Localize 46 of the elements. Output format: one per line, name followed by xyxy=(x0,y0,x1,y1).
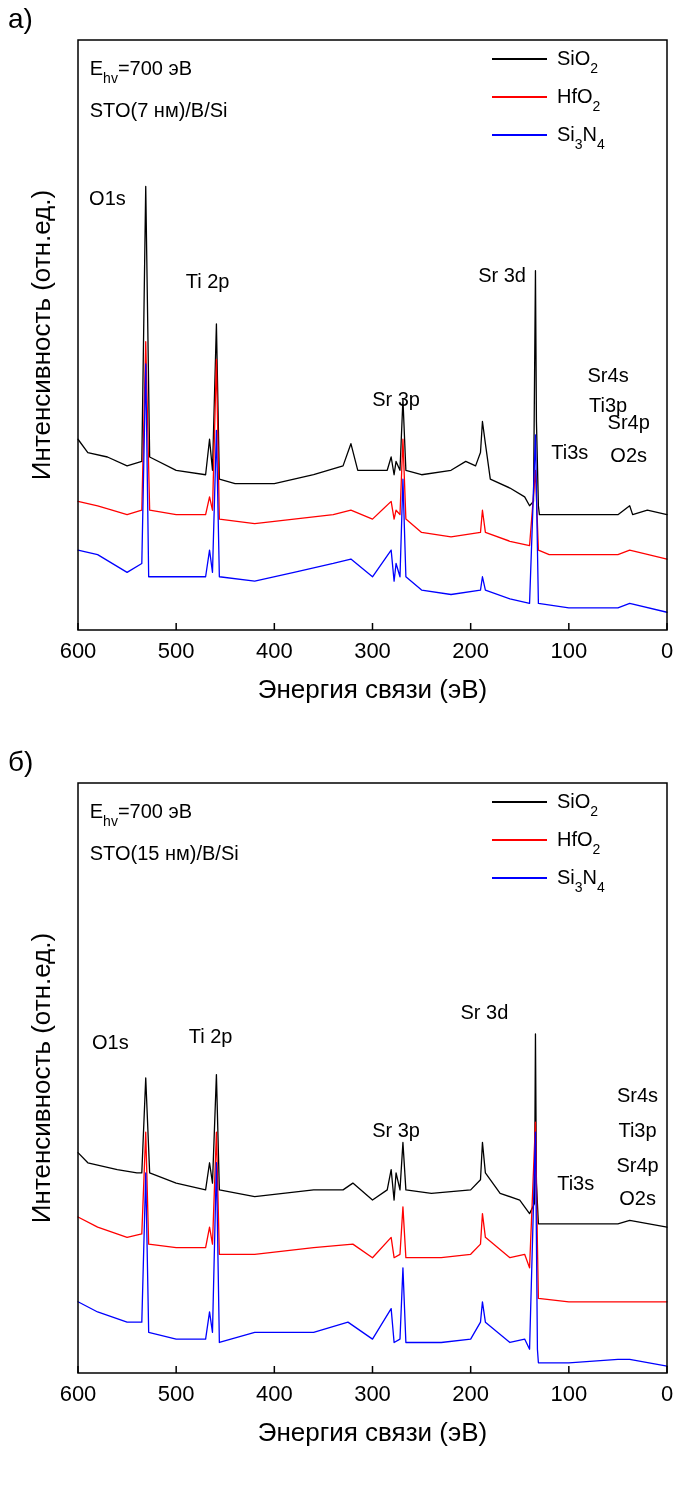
x-axis-title: Энергия связи (эВ) xyxy=(257,1417,488,1447)
legend-label: SiO$_{2}$ xyxy=(557,47,599,76)
x-tick-label: 500 xyxy=(157,638,195,663)
chart-title: б) xyxy=(8,746,34,777)
x-tick-label: 100 xyxy=(550,638,588,663)
annotation: Ti3s xyxy=(557,1172,595,1195)
annotation: O2s xyxy=(619,1186,656,1209)
legend-label: HfO$_{2}$ xyxy=(557,85,601,114)
y-axis-title: Интенсивность (отн.ед.) xyxy=(26,932,56,1224)
legend-label: SiO$_{2}$ xyxy=(557,790,599,819)
x-axis-title: Энергия связи (эВ) xyxy=(257,674,488,704)
annotation: Sr 3p xyxy=(372,387,420,410)
annotation: O1s xyxy=(92,1030,129,1053)
annotation: Ti 2p xyxy=(185,269,230,292)
annotation: Ti3s xyxy=(551,440,589,463)
annotation: Sr 3p xyxy=(372,1119,420,1141)
x-tick-label: 200 xyxy=(452,1381,490,1406)
x-tick-label: 500 xyxy=(157,1381,195,1406)
chart-title: а) xyxy=(8,3,33,34)
x-tick-label: 400 xyxy=(255,1381,293,1406)
annotation: Sr4s xyxy=(587,364,629,387)
annotation: Ti 2p xyxy=(188,1024,233,1047)
legend-label: Si$_{3}$N$_{4}$ xyxy=(557,866,606,895)
text: STO(7 нм)/B/Si xyxy=(89,98,228,121)
x-tick-label: 0 xyxy=(660,1381,674,1406)
annotation: Sr4p xyxy=(616,1154,659,1177)
text: E$_{hv}$=700 эВ xyxy=(89,57,193,87)
x-tick-label: 200 xyxy=(452,638,490,663)
y-axis-title: Интенсивность (отн.ед.) xyxy=(26,189,56,481)
annotation: Sr 3d xyxy=(478,263,526,286)
x-tick-label: 100 xyxy=(550,1381,588,1406)
x-tick-label: 600 xyxy=(59,1381,97,1406)
x-tick-label: 300 xyxy=(354,1381,391,1406)
annotation: Ti3p xyxy=(618,1119,657,1141)
text: Sr 3d xyxy=(460,1001,509,1023)
legend-label: Si$_{3}$N$_{4}$ xyxy=(557,123,606,152)
annotation: O1s xyxy=(89,187,126,210)
x-tick-label: 300 xyxy=(354,638,391,663)
x-tick-label: 400 xyxy=(255,638,293,663)
x-tick-label: 600 xyxy=(59,638,97,663)
annotation: Sr4s xyxy=(616,1083,659,1106)
x-tick-label: 0 xyxy=(660,638,674,663)
annotation: O2s xyxy=(610,443,648,466)
text: E$_{hv}$=700 эВ xyxy=(89,800,193,830)
text: STO(15 нм)/B/Si xyxy=(89,841,239,864)
legend-label: HfO$_{2}$ xyxy=(557,828,601,857)
